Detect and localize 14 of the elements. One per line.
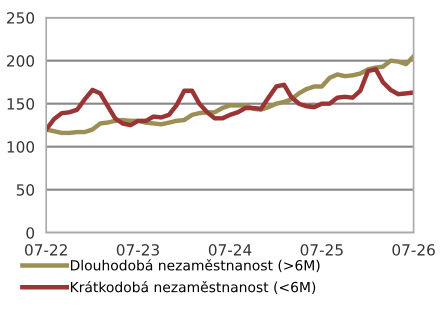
y-tick-label: 200 bbox=[7, 55, 34, 67]
legend-label: Dlouhodobá nezaměstnanost (>6M) bbox=[70, 259, 320, 272]
x-tick-label: 07-25 bbox=[300, 244, 343, 256]
x-tick-label: 07-26 bbox=[392, 244, 435, 256]
y-tick-label: 250 bbox=[7, 12, 34, 24]
x-tick-label: 07-24 bbox=[208, 244, 252, 256]
y-tick-label: 100 bbox=[8, 141, 34, 153]
line-series bbox=[46, 67, 414, 132]
y-tick-label: 50 bbox=[16, 184, 34, 196]
x-tick-label: 07-23 bbox=[116, 244, 159, 256]
y-tick-label: 0 bbox=[26, 227, 34, 239]
y-tick-label: 150 bbox=[8, 98, 34, 110]
legend-label: Krátkodobá nezaměstnanost (<6M) bbox=[70, 281, 316, 294]
x-tick-label: 07-22 bbox=[25, 244, 67, 256]
